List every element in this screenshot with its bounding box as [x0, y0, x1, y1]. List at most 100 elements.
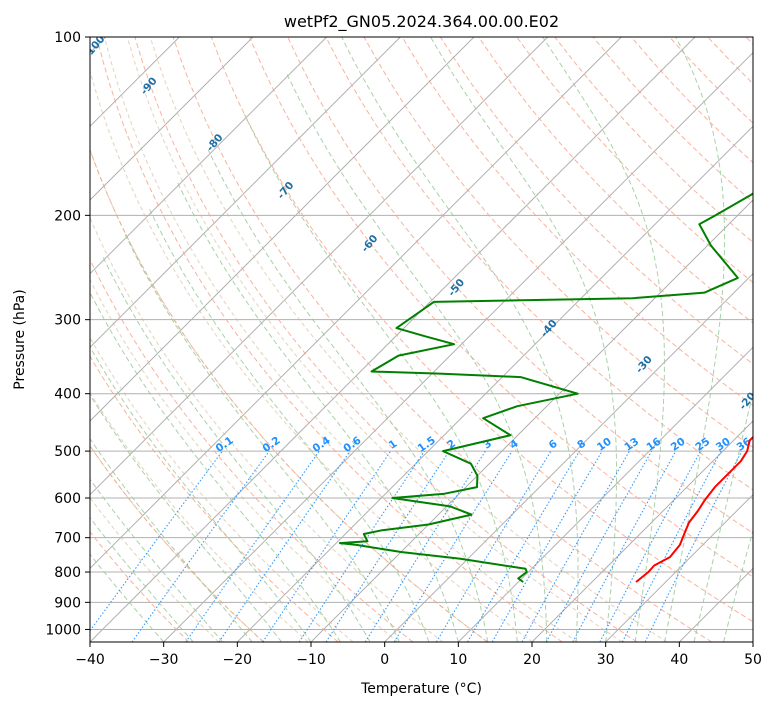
mixing-ratio-line	[325, 450, 450, 642]
y-tick-label: 300	[54, 313, 81, 329]
saturation-curve	[90, 148, 488, 642]
x-tick-label: −20	[223, 652, 253, 668]
isotherm-line	[90, 37, 328, 275]
dry-adiabat-line	[249, 37, 753, 578]
mixing-ratio-line	[90, 450, 223, 632]
dry-adiabat-line	[96, 37, 563, 642]
saturation-curve	[103, 37, 578, 642]
dry-adiabat-line	[439, 37, 753, 365]
y-tick-label: 100	[54, 30, 81, 46]
temperature-profile-line	[635, 435, 753, 583]
plot-area: 0.1 0.2 0.4 0.6 1 1.5 2 3 4 6 8 10 13 16 20 25 30 36 -100…	[90, 37, 753, 642]
x-tick-label: 50	[744, 652, 762, 668]
moist-adiabat-line	[148, 208, 430, 642]
moist-adiabat-line	[723, 528, 753, 642]
moist-adiabat-line	[90, 437, 253, 642]
dry-adiabat-line	[90, 355, 339, 642]
isotherm-line	[236, 125, 753, 642]
y-tick-label: 400	[54, 387, 81, 403]
y-tick-label: 700	[54, 531, 81, 547]
x-axis-label: Temperature (°C)	[360, 681, 482, 697]
isotherm-line	[90, 37, 622, 570]
mixing-ratio-line	[521, 450, 630, 642]
y-tick-label: 200	[54, 208, 81, 224]
x-tick-label: −30	[149, 652, 179, 668]
dry-adiabat-line	[516, 37, 753, 284]
saturation-curve	[126, 37, 623, 642]
y-tick-label: 600	[54, 491, 81, 507]
moist-adiabat-line	[430, 37, 617, 642]
saturation-curve	[90, 68, 533, 642]
plot-frame	[89, 36, 754, 643]
saturation-curve	[90, 278, 399, 642]
saturation-curve	[90, 216, 444, 642]
isotherm-line	[457, 346, 753, 642]
saturation-curve	[90, 496, 220, 642]
x-tick-label: −40	[75, 652, 105, 668]
saturation-curve	[90, 445, 264, 642]
mixing-ratio-line	[218, 450, 351, 642]
y-axis-ticks: 1000 900 800 700 600 500 400 300 200 100	[45, 30, 90, 638]
dry-adiabat-line	[172, 37, 712, 642]
y-axis-label: Pressure (hPa)	[12, 289, 28, 389]
isotherm-line	[90, 37, 696, 642]
moist-adiabat-line	[90, 394, 282, 642]
x-tick-label: 0	[380, 652, 389, 668]
isotherm-line	[90, 37, 475, 422]
sounding-series	[338, 192, 753, 583]
dry-adiabat-line	[134, 37, 638, 642]
x-tick-label: 10	[449, 652, 467, 668]
dry-adiabat-line	[90, 531, 190, 642]
x-axis-ticks: −40 −30 −20 −10 0 10 20 30 40 50	[75, 642, 762, 668]
moist-adiabat-line	[90, 478, 223, 642]
dry-adiabats	[90, 37, 753, 642]
moist-adiabat-line	[124, 233, 400, 642]
chart-title: wetPf2_GN05.2024.364.00.00.E02	[284, 12, 559, 32]
y-tick-label: 800	[54, 565, 81, 581]
moist-adiabat-line	[664, 37, 726, 642]
dewpoint-profile-line	[338, 192, 753, 583]
moist-adiabat-line	[285, 72, 548, 642]
moist-adiabat-line	[243, 113, 518, 642]
mixing-ratio-line	[572, 450, 677, 642]
moist-adiabat-line	[542, 37, 665, 642]
mixing-ratio-line	[435, 450, 552, 642]
dry-adiabat-line	[90, 258, 414, 642]
mixing-ratio-line	[393, 450, 513, 642]
dry-adiabat-line	[401, 37, 753, 406]
moist-adiabat-line	[90, 345, 312, 642]
mixing-ratio-line	[621, 450, 722, 642]
isotherm-line	[90, 37, 549, 496]
x-tick-label: 30	[597, 652, 615, 668]
mixing-ratio-lines	[90, 450, 743, 642]
mixing-ratio-line	[364, 450, 486, 642]
moist-adiabat-line	[176, 180, 459, 642]
isotherm-line	[310, 199, 753, 642]
saturation-curves	[90, 37, 668, 642]
isotherm-line	[163, 51, 753, 642]
x-tick-label: 20	[523, 652, 541, 668]
x-tick-label: 40	[670, 652, 688, 668]
mixing-ratio-line	[185, 450, 320, 642]
isotherm-line	[531, 420, 753, 642]
mixing-ratio-line	[644, 450, 743, 642]
y-tick-label: 1000	[45, 622, 81, 638]
isotherm-line	[90, 37, 254, 201]
moist-adiabat-line	[90, 291, 341, 642]
saturation-curve	[149, 37, 668, 642]
isotherm-line	[605, 493, 753, 642]
dry-adiabat-line	[210, 37, 753, 623]
mixing-ratio-line	[599, 450, 701, 642]
mixing-ratio-line	[298, 450, 425, 642]
x-tick-label: −10	[296, 652, 326, 668]
mixing-ratio-line	[545, 450, 653, 642]
moist-adiabat-line	[693, 390, 753, 642]
saturation-curve	[90, 336, 354, 642]
moist-adiabat-line	[341, 37, 579, 642]
y-tick-label: 900	[54, 595, 81, 611]
dry-adiabat-line	[325, 37, 753, 491]
mixing-ratio-line	[131, 450, 270, 642]
mixing-ratio-line	[262, 450, 392, 642]
